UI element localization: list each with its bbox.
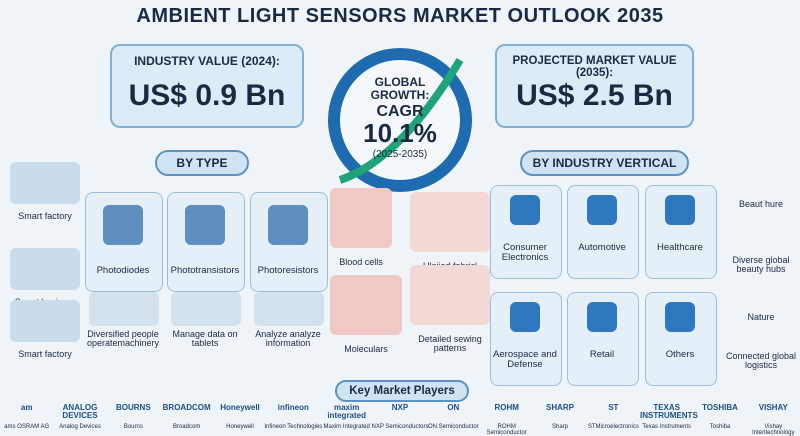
- industry-value-label: INDUSTRY VALUE (2024):: [134, 54, 280, 68]
- scene-image: [10, 300, 80, 342]
- player-name: Sharp: [551, 424, 568, 430]
- player-logo: ROHM: [494, 403, 519, 412]
- industry-label: Consumer Electronics: [501, 242, 549, 263]
- player-logo: Honeywell: [220, 403, 260, 412]
- industry-label: Retail: [589, 349, 615, 360]
- projected-value: US$ 2.5 Bn: [516, 79, 673, 112]
- sensor-icon: [103, 205, 143, 245]
- growth-arrow: [338, 57, 464, 184]
- sensor-icon: [185, 205, 225, 245]
- by-industry-heading: BY INDUSTRY VERTICAL: [520, 150, 689, 176]
- middle-label: Moleculars: [344, 344, 388, 354]
- industry-label: Automotive: [578, 242, 626, 253]
- player-logo: BOURNS: [115, 403, 151, 412]
- player-logo: SHARP: [545, 403, 574, 412]
- industry-label: Healthcare: [657, 242, 703, 253]
- type-label: Photoresistors: [257, 265, 319, 276]
- scene-image: [10, 162, 80, 204]
- right-label: Diverse global beauty hubs: [732, 255, 790, 275]
- industry-label: Others: [665, 349, 695, 360]
- industry-value-box: [110, 44, 304, 128]
- projected-value-box: [495, 44, 694, 128]
- industry-icon: [665, 195, 695, 225]
- growth-line3: CAGR: [376, 103, 424, 120]
- projected-value-label: PROJECTED MARKET VALUE (2035):: [512, 55, 677, 80]
- by-type-heading: BY TYPE: [155, 150, 249, 176]
- scene-image: [410, 192, 490, 252]
- player-name: ams OSRAM AG: [4, 424, 50, 430]
- player-logo: TEXAS INSTRUMENTS: [640, 403, 698, 421]
- scene-image: [410, 265, 490, 325]
- cagr-value: 10.1%: [363, 118, 437, 148]
- industry-value: US$ 0.9 Bn: [128, 79, 286, 112]
- scene-label: Smart factory: [18, 211, 72, 221]
- right-label: Connected global logistics: [725, 351, 797, 371]
- growth-line2: GROWTH:: [370, 88, 430, 102]
- industry-icon: [587, 302, 617, 332]
- player-logo: ANALOG DEVICES: [62, 403, 98, 421]
- player-logo: ST: [608, 403, 619, 412]
- scene-image: [171, 292, 241, 326]
- right-label: Beaut hure: [738, 199, 784, 209]
- player-name: Analog Devices: [59, 424, 101, 430]
- right-label: Nature: [747, 312, 775, 322]
- type-scene-label: Diversified people operatemachinery: [86, 329, 160, 349]
- player-name: STMicroelectronics: [587, 424, 639, 430]
- scene-image: [254, 292, 324, 326]
- player-name: Honeywell: [226, 424, 254, 430]
- scene-label: Smart factory: [18, 349, 72, 359]
- player-logo: ON: [447, 403, 460, 412]
- title: AMBIENT LIGHT SENSORS MARKET OUTLOOK 203…: [136, 5, 664, 27]
- player-name: Infineon Technologies: [264, 424, 323, 430]
- growth-line1: GLOBAL: [374, 75, 426, 89]
- industry-icon: [665, 302, 695, 332]
- player-logo: NXP: [391, 403, 409, 412]
- type-label: Photodiodes: [96, 265, 150, 276]
- scene-image: [89, 292, 159, 326]
- players-heading: Key Market Players: [335, 380, 469, 402]
- player-name: NXP Semiconductors: [371, 424, 429, 430]
- industry-icon: [587, 195, 617, 225]
- industry-icon: [510, 302, 540, 332]
- type-scene-label: Analyze analyze information: [255, 329, 321, 349]
- scene-image: [330, 275, 402, 335]
- industry-label: Aerospace and Defense: [493, 349, 557, 370]
- player-name: Maxim Integrated: [323, 424, 370, 430]
- player-name: Bourns: [123, 424, 143, 430]
- player-name: Vishay Interltechnology: [752, 424, 795, 436]
- player-logo: infineon: [277, 403, 309, 412]
- type-label: Phototransistors: [170, 265, 240, 276]
- type-scene-label: Manage data on tablets: [172, 329, 238, 349]
- player-logo: BROADCOM: [162, 403, 211, 412]
- player-name: ON Semiconductor: [427, 424, 479, 430]
- scene-image: [10, 248, 80, 290]
- player-logo: TOSHIBA: [702, 403, 738, 412]
- industry-icon: [510, 195, 540, 225]
- scene-image: [330, 188, 392, 248]
- middle-label: Blood cells: [339, 257, 383, 267]
- middle-label: Detailed sewing patterns: [418, 334, 482, 354]
- ring-inner: [340, 60, 460, 180]
- player-logo: VISHAY: [758, 403, 788, 412]
- cagr-period: (2025-2035): [372, 149, 428, 160]
- player-logo: am: [20, 403, 33, 412]
- player-name: Toshiba: [709, 424, 731, 430]
- player-name: ROHM Semiconductor: [486, 424, 527, 436]
- growth-ring: [328, 48, 472, 192]
- sensor-icon: [268, 205, 308, 245]
- player-name: Texas Instruments: [642, 424, 691, 430]
- player-logo: maxim integrated: [327, 403, 366, 421]
- player-name: Broadcom: [172, 424, 201, 430]
